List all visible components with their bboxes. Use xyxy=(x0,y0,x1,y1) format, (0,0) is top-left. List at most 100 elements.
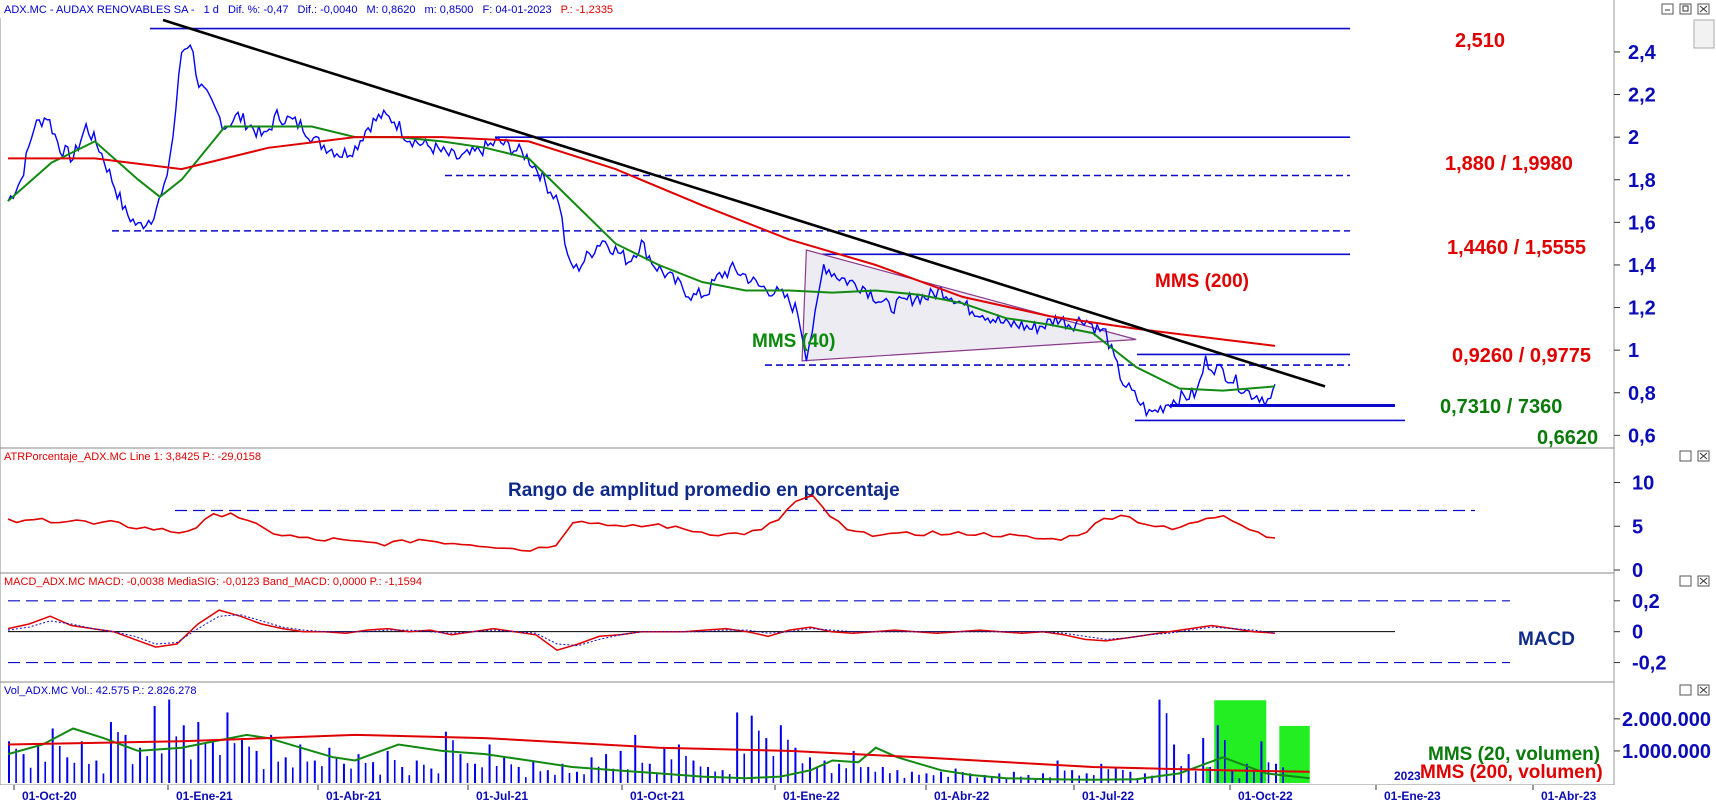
volume-bar xyxy=(393,760,396,783)
price-annotation-1: 1,880 / 1,9980 xyxy=(1445,153,1573,175)
volume-bar xyxy=(88,763,90,783)
maximize-button[interactable] xyxy=(1679,450,1692,462)
volume-bar xyxy=(197,722,200,783)
volume-bar xyxy=(204,744,207,783)
volume-bar xyxy=(517,766,520,783)
volume-bar xyxy=(612,768,614,783)
volume-bar xyxy=(1216,725,1219,783)
price-annotations: 2,510 1,880 / 1,9980 1,4460 / 1,5555 MMS (2… xyxy=(752,30,1598,449)
volume-bar xyxy=(932,775,935,783)
volume-bar xyxy=(190,759,192,783)
moving-average-1 xyxy=(8,136,1276,347)
volume-bar xyxy=(1114,766,1117,783)
volume-bar xyxy=(554,774,556,783)
price-window-buttons[interactable] xyxy=(1661,3,1710,15)
volume-bar xyxy=(1129,771,1132,783)
volume-bar xyxy=(568,772,571,783)
volume-bar xyxy=(503,757,506,783)
volume-bar xyxy=(845,768,847,783)
price-tick-label-5: 1,4 xyxy=(1628,255,1657,277)
volume-bar xyxy=(15,748,17,783)
volume-bar xyxy=(925,773,928,783)
price-tick-label-9: 0,6 xyxy=(1628,425,1656,447)
volume-highlight-bar-2 xyxy=(1279,725,1310,783)
volume-tick-label-0: 2.000.000 xyxy=(1622,709,1711,731)
volume-bar xyxy=(1245,763,1248,783)
volume-panel: Vol_ADX.MC Vol.: 42.575 P.: 2.826.278 2.… xyxy=(0,681,1711,786)
volume-bar xyxy=(736,712,739,783)
volume-bar xyxy=(175,736,178,783)
volume-bar xyxy=(95,760,98,783)
volume-y-axis: 2.000.000 1.000.000 xyxy=(1614,709,1711,763)
volume-bar xyxy=(1275,763,1277,783)
atr-line xyxy=(7,494,1276,552)
minimize-button[interactable] xyxy=(1661,3,1674,15)
price-tick-label-7: 1 xyxy=(1628,340,1639,362)
volume-bar xyxy=(109,722,112,783)
volume-bar xyxy=(1085,773,1088,783)
volume-bar xyxy=(423,764,425,783)
volume-bar xyxy=(1136,778,1139,783)
price-header: ADX.MC - AUDAX RENOVABLES SA - 1 d Dif. … xyxy=(4,4,613,16)
maximize-button[interactable] xyxy=(1679,3,1692,15)
volume-bar xyxy=(474,763,477,783)
macd-y-axis: 0,2 0 -0,2 xyxy=(1614,591,1666,675)
price-header-bar xyxy=(0,0,1614,18)
volume-bar xyxy=(699,766,702,783)
volume-bar xyxy=(37,744,40,783)
price-annotation-3: MMS (200) xyxy=(1155,271,1249,292)
zoom-toggle-button[interactable] xyxy=(1693,19,1715,49)
volume-bar xyxy=(707,766,710,783)
volume-bar xyxy=(117,732,119,783)
volume-ma20-label: MMS (20, volumen) xyxy=(1428,744,1600,765)
atr-panel: ATRPorcentaje_ADX.MC Line 1: 3,8425 P.: … xyxy=(0,447,1710,582)
volume-bar xyxy=(546,770,549,783)
volume-bar xyxy=(561,763,564,783)
atr-window-buttons[interactable] xyxy=(1679,450,1710,462)
volume-bar xyxy=(1173,744,1176,783)
x-tick-label-4: 01-Oct-21 xyxy=(630,789,685,803)
x-tick-label-9: 01-Ene-23 xyxy=(1384,789,1441,803)
price-annotation-5: 0,9260 / 0,9775 xyxy=(1452,345,1591,367)
macd-window-buttons[interactable] xyxy=(1679,575,1710,587)
volume-bar xyxy=(29,767,32,783)
volume-bar xyxy=(816,766,818,783)
volume-bar xyxy=(459,754,462,783)
macd-series xyxy=(7,600,1510,664)
price-series xyxy=(7,18,1326,418)
volume-bar xyxy=(372,762,375,783)
volume-bar xyxy=(51,728,54,783)
maximize-button[interactable] xyxy=(1679,684,1692,696)
volume-bar xyxy=(386,750,389,783)
volume-bar xyxy=(342,763,345,783)
volume-bar xyxy=(787,739,789,783)
macd-panel: MACD_ADX.MC MACD: -0,0038 MediaSIG: -0,0… xyxy=(0,572,1710,683)
volume-bar xyxy=(437,773,440,783)
volume-bar xyxy=(357,754,360,783)
volume-bar xyxy=(153,706,156,783)
close-icon xyxy=(1699,452,1708,460)
volume-bar xyxy=(823,760,826,783)
x-tick-label-1: 01-Ene-21 xyxy=(176,789,233,803)
volume-bar xyxy=(896,770,899,783)
x-tick-label-2: 01-Abr-21 xyxy=(326,789,382,803)
volume-series xyxy=(7,699,1310,783)
volume-bar xyxy=(226,712,229,783)
volume-window-buttons[interactable] xyxy=(1679,684,1710,696)
volume-bar xyxy=(670,759,673,783)
maximize-button[interactable] xyxy=(1679,575,1692,587)
volume-bar xyxy=(539,771,542,783)
price-annotation-2: 1,4460 / 1,5555 xyxy=(1447,237,1586,259)
volume-bar xyxy=(255,750,258,783)
volume-bar xyxy=(481,767,483,783)
volume-bar xyxy=(903,777,906,783)
close-icon xyxy=(1699,577,1708,585)
price-tick-label-8: 0,8 xyxy=(1628,383,1656,405)
volume-bar xyxy=(1165,713,1168,783)
date-axis-band xyxy=(0,785,1716,803)
macd-header: MACD_ADX.MC MACD: -0,0038 MediaSIG: -0,0… xyxy=(4,576,422,588)
volume-moving-average-0 xyxy=(7,727,1310,781)
price-tick-label-6: 1,2 xyxy=(1628,298,1656,320)
volume-bar xyxy=(794,747,797,783)
volume-bar xyxy=(969,773,972,783)
